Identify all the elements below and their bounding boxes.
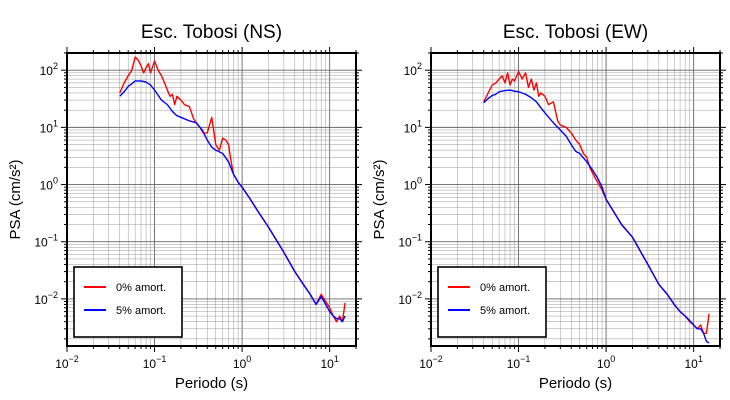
y-tick-label: 101 — [40, 118, 58, 135]
series-line-1 — [119, 80, 346, 323]
y-tick-label: 100 — [404, 176, 422, 193]
y-tick-label: 102 — [404, 61, 422, 78]
y-tick-label: 10−2 — [34, 290, 58, 307]
ticks — [61, 47, 362, 352]
x-tick-label: 101 — [684, 354, 702, 371]
chart-panel-0: 10−2 10−1 100 101 102 101 100 10−1 10−2 Esc. Tobo… — [7, 22, 362, 392]
y-tick-label: 100 — [40, 176, 58, 193]
x-tick-label: 10−2 — [55, 354, 79, 371]
chart-title: Esc. Tobosi (EW) — [503, 22, 648, 43]
legend-label-0: 0% amort. — [116, 282, 166, 294]
legend-label-0: 0% amort. — [480, 282, 530, 294]
ticks — [425, 47, 726, 352]
y-tick-label: 10−1 — [34, 233, 58, 250]
series-line-1 — [483, 89, 710, 344]
y-axis-label: PSA (cm/s²) — [371, 159, 388, 239]
chart-title: Esc. Tobosi (NS) — [141, 22, 282, 43]
plot-frame — [430, 52, 721, 347]
legend-label-1: 5% amort. — [480, 305, 530, 317]
chart-panel-1: 10−2 10−1 100 101 102 101 100 10−1 10−2 Esc. Tobo… — [371, 22, 726, 392]
y-tick-label: 101 — [404, 118, 422, 135]
y-axis-label: PSA (cm/s²) — [7, 159, 24, 239]
x-tick-label: 10−1 — [143, 354, 167, 371]
legend: 0% amort. 5% amort. — [73, 266, 183, 338]
y-tick-label: 102 — [40, 61, 58, 78]
x-axis-label: Periodo (s) — [539, 375, 612, 392]
x-tick-label: 100 — [233, 354, 251, 371]
plot-frame — [66, 52, 357, 347]
y-tick-label: 10−2 — [398, 290, 422, 307]
legend-box — [437, 266, 547, 338]
grid — [431, 53, 720, 346]
legend-box — [73, 266, 183, 338]
x-tick-label: 10−2 — [419, 354, 443, 371]
grid — [67, 53, 356, 346]
x-tick-label: 101 — [320, 354, 338, 371]
x-axis-label: Periodo (s) — [175, 375, 248, 392]
legend-label-1: 5% amort. — [116, 305, 166, 317]
y-tick-label: 10−1 — [398, 233, 422, 250]
x-tick-label: 10−1 — [507, 354, 531, 371]
legend: 0% amort. 5% amort. — [437, 266, 547, 338]
x-tick-label: 100 — [597, 354, 615, 371]
